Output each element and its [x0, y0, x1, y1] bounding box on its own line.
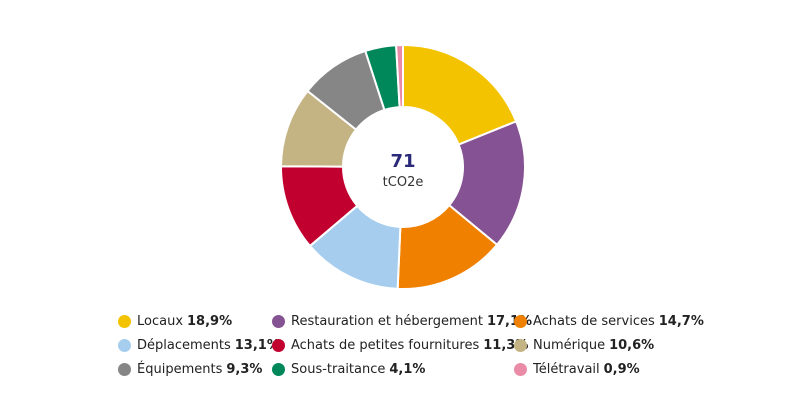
- legend-dot: [118, 363, 131, 376]
- legend-item-deplacements: Déplacements 13,1%: [118, 338, 280, 353]
- legend-label: Numérique: [533, 338, 606, 353]
- legend-value: 18,9%: [187, 314, 233, 329]
- legend-value: 9,3%: [226, 362, 263, 377]
- legend-dot: [514, 315, 527, 328]
- legend-label: Restauration et hébergement: [291, 314, 483, 329]
- legend-value: 0,9%: [603, 362, 640, 377]
- total-emissions-unit: tCO2e: [382, 175, 424, 190]
- legend-dot: [118, 339, 131, 352]
- legend-value: 13,1%: [234, 338, 280, 353]
- legend-item-teletravail: Télétravail 0,9%: [514, 362, 640, 377]
- legend-item-restauration: Restauration et hébergement 17,1%: [272, 314, 532, 329]
- legend-dot: [272, 315, 285, 328]
- legend-label: Locaux: [137, 314, 184, 329]
- legend-item-fournitures: Achats de petites fournitures 11,3%: [272, 338, 528, 353]
- total-emissions-value: 71: [390, 151, 416, 172]
- legend-dot: [514, 363, 527, 376]
- legend-label: Sous-traitance: [291, 362, 386, 377]
- legend-value: 4,1%: [389, 362, 426, 377]
- legend-dot: [272, 363, 285, 376]
- donut-slice-restauration-et-h-bergement: [447, 120, 526, 247]
- legend-item-equipements: Équipements 9,3%: [118, 362, 262, 377]
- legend-value: 14,7%: [658, 314, 704, 329]
- legend-item-achats-services: Achats de services 14,7%: [514, 314, 704, 329]
- legend-dot: [118, 315, 131, 328]
- legend-label: Télétravail: [533, 362, 600, 377]
- donut-slice-t-l-travail: [395, 43, 404, 109]
- legend-label: Déplacements: [137, 338, 231, 353]
- legend-dot: [514, 339, 527, 352]
- legend-label: Équipements: [137, 362, 223, 377]
- legend-item-sous-traitance: Sous-traitance 4,1%: [272, 362, 425, 377]
- legend-item-locaux: Locaux 18,9%: [118, 314, 232, 329]
- legend-item-numerique: Numérique 10,6%: [514, 338, 654, 353]
- legend-value: 10,6%: [609, 338, 655, 353]
- legend-label: Achats de services: [533, 314, 655, 329]
- legend-dot: [272, 339, 285, 352]
- legend-label: Achats de petites fournitures: [291, 338, 480, 353]
